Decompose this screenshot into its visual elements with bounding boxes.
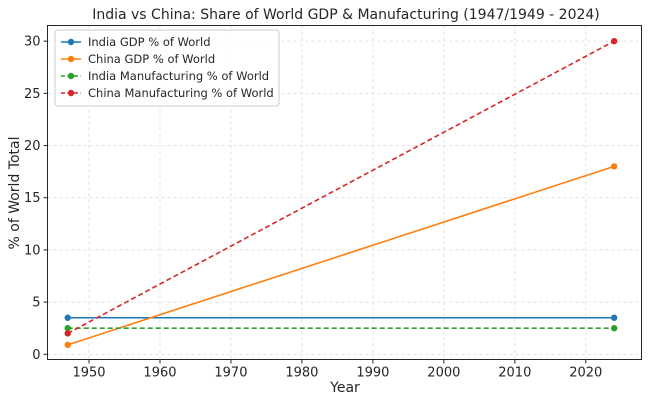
x-tick-label: 1980 [285,366,318,381]
legend-label: China Manufacturing % of World [88,86,274,100]
series-layer [64,37,618,349]
x-tick-label: 2000 [427,366,460,381]
legend-label: India Manufacturing % of World [88,69,269,83]
series-2 [64,163,618,349]
x-tick-label: 1990 [356,366,389,381]
data-point [64,341,71,349]
chart-title: India vs China: Share of World GDP & Man… [92,7,600,23]
data-point [64,330,71,337]
y-tick-label: 30 [24,35,41,50]
x-tick-label: 1970 [214,366,247,381]
legend-label: India GDP % of World [88,35,211,49]
x-tick-label: 1960 [143,366,176,381]
y-axis: 0 5 10 15 20 25 30 [24,35,48,363]
data-point [610,163,618,170]
series-line [67,40,615,335]
x-axis: 1950 1960 1970 1980 1990 2000 2010 2020 [72,359,602,381]
legend-box [54,29,280,107]
series-4 [64,37,618,337]
series-3 [64,324,618,332]
x-tick-label: 1950 [72,366,105,381]
y-tick-label: 25 [24,87,41,102]
y-tick-label: 20 [24,139,41,154]
legend: India GDP % of World China GDP % of World… [54,29,280,107]
series-line [67,165,615,346]
x-tick-label: 2010 [498,366,531,381]
plot-area-frame [47,25,642,360]
y-tick-label: 0 [32,348,40,363]
data-point [610,324,618,332]
data-point [610,37,618,45]
y-tick-label: 15 [24,191,41,206]
series-1 [64,314,618,321]
data-point [610,314,618,321]
x-tick-label: 2020 [569,366,602,381]
legend-label: China GDP % of World [88,52,215,66]
legend-swatch-marker [67,72,75,80]
y-tick-label: 10 [24,243,41,258]
y-tick-label: 5 [32,296,40,311]
legend-swatch-marker [67,89,75,97]
data-point [64,314,71,321]
data-point [64,324,71,332]
legend-swatch-marker [67,38,75,46]
x-axis-title: Year [329,380,360,396]
y-axis-title: % of World Total [7,137,23,250]
legend-swatch-marker [67,55,75,63]
